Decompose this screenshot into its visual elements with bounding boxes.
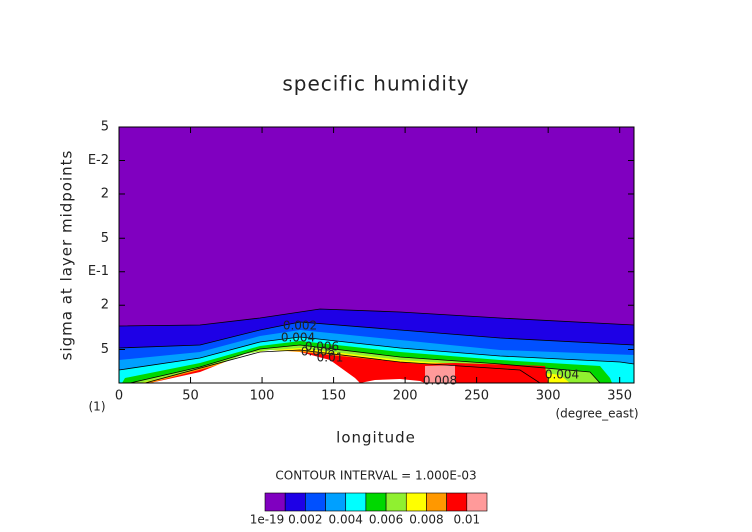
contour-line: [129, 344, 601, 384]
x-tick-label: 300: [536, 389, 561, 404]
contour-line: [118, 336, 635, 371]
x-tick-label: 150: [321, 389, 346, 404]
contour-label: 0.004: [281, 331, 315, 345]
colorbar-label: 0.002: [288, 513, 322, 527]
x-tick-label: 350: [607, 389, 632, 404]
colorbar-label: 0.01: [453, 513, 480, 527]
y-unit: (1): [89, 400, 106, 414]
x-tick-label: 0: [115, 389, 123, 404]
colorbar-label: 0.004: [329, 513, 363, 527]
y-tick-label: 5: [101, 342, 109, 357]
y-tick-label: E-1: [88, 264, 109, 279]
contour-band: [425, 365, 455, 383]
x-tick-label: 200: [393, 389, 418, 404]
x-axis-label: longitude: [336, 429, 416, 447]
colorbar-box: [405, 492, 427, 512]
contour-line: [118, 321, 635, 349]
colorbar-label: 1e-19: [250, 513, 285, 527]
colorbar-box: [264, 492, 286, 512]
contour-field: [118, 127, 635, 384]
x-tick-label: 50: [182, 389, 199, 404]
contour-label: 0.004: [545, 368, 579, 382]
plot-frame: [118, 126, 635, 384]
colorbar-box: [305, 492, 326, 512]
colorbar-box: [284, 492, 306, 512]
topography-mask: [360, 379, 425, 383]
colorbar-box: [446, 492, 468, 512]
y-tick-label: 5: [101, 120, 109, 135]
contour-label: 0.008: [301, 345, 335, 359]
y-tick-label: 2: [101, 186, 109, 201]
x-tick-label: 250: [464, 389, 489, 404]
contour-label: 0.002: [283, 319, 317, 333]
y-tick-label: 2: [101, 298, 109, 313]
contour-line: [144, 349, 541, 384]
contour-label: 0.01: [317, 351, 344, 365]
y-tick-label: E-2: [88, 153, 109, 168]
colorbar-box: [385, 492, 407, 512]
topography-mask: [150, 350, 360, 383]
contour-band: [455, 364, 545, 381]
y-axis-label: sigma at layer midpoints: [58, 150, 76, 361]
colorbar-box: [345, 492, 367, 512]
colorbar-label: 0.008: [409, 513, 443, 527]
contour-label: 0.008: [423, 374, 457, 388]
y-tick-label: 5: [101, 231, 109, 246]
contour-line: [118, 308, 635, 327]
contour-label: 0.006: [305, 340, 339, 354]
colorbar-box: [325, 492, 347, 512]
chart-title: specific humidity: [282, 72, 469, 96]
colorbar-box: [365, 492, 387, 512]
x-unit: (degree_east): [555, 407, 638, 421]
colorbar-box: [426, 492, 447, 512]
colorbar-label: 0.006: [369, 513, 403, 527]
x-tick-label: 100: [250, 389, 275, 404]
contour-interval: CONTOUR INTERVAL = 1.000E-03: [275, 469, 476, 483]
colorbar-box: [466, 492, 488, 512]
